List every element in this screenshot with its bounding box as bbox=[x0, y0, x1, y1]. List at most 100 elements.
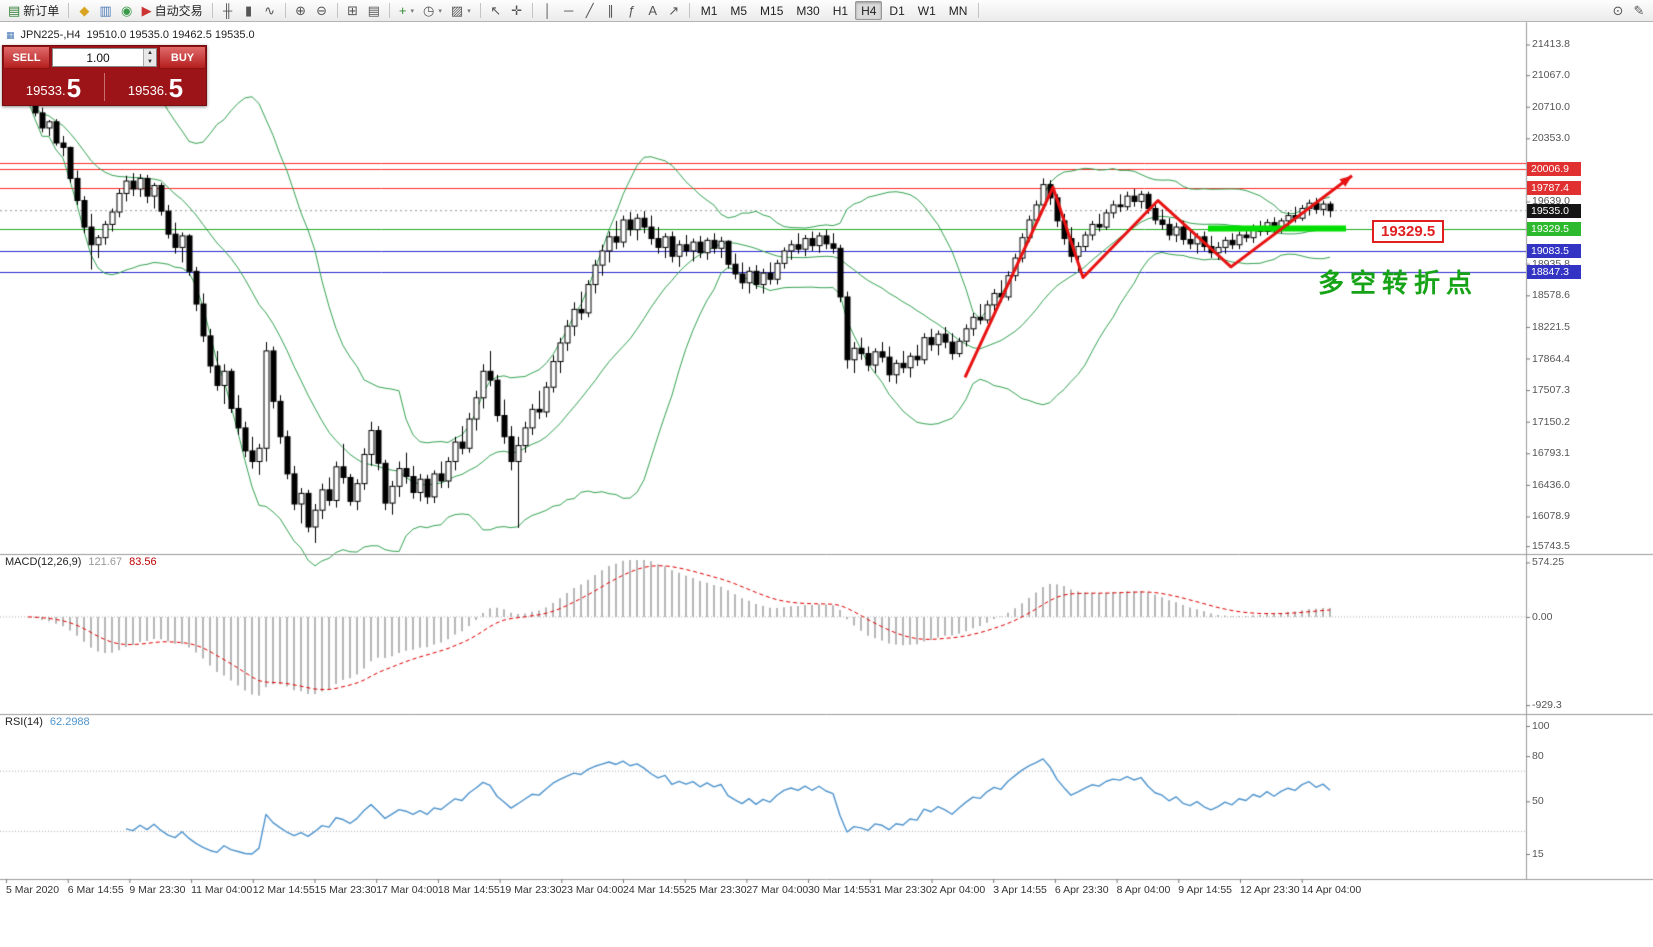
price-axis-tick: 16436.0 bbox=[1532, 478, 1570, 491]
macd-main-value: 121.67 bbox=[88, 556, 123, 568]
turning-point-label[interactable]: 多空转折点 bbox=[1318, 268, 1479, 298]
time-axis-label: 12 Apr 23:30 bbox=[1240, 884, 1300, 896]
price-tag: 20006.9 bbox=[1527, 161, 1581, 176]
strategy-tester-button[interactable]: ◉ bbox=[117, 1, 137, 20]
volume-up-button[interactable]: ▲ bbox=[144, 49, 156, 58]
timeframe-h4-button[interactable]: H4 bbox=[855, 1, 883, 20]
time-axis-label: 3 Apr 14:55 bbox=[993, 884, 1047, 896]
tile-windows-icon: ⊞ bbox=[347, 3, 359, 18]
price-divider bbox=[104, 73, 105, 101]
crosshair-icon: ✛ bbox=[511, 3, 523, 18]
periods-button[interactable]: ◷ ▾ bbox=[419, 1, 446, 20]
rsi-axis-tick: 50 bbox=[1532, 795, 1544, 808]
timeframe-mn-button[interactable]: MN bbox=[943, 1, 974, 20]
price-axis-tick: 17864.4 bbox=[1532, 352, 1570, 365]
time-axis-label: 6 Mar 14:55 bbox=[67, 884, 124, 896]
price-axis-tick: 21067.0 bbox=[1532, 69, 1570, 82]
time-axis-label: 19 Mar 23:30 bbox=[499, 884, 562, 896]
buy-price[interactable]: 19536. 5 bbox=[105, 69, 206, 105]
trendline-icon: ╱ bbox=[585, 3, 594, 18]
zoom-out-button[interactable]: ⊖ bbox=[312, 1, 332, 20]
cascade-windows-icon: ▤ bbox=[367, 3, 380, 18]
channel-button[interactable]: ∥ bbox=[601, 1, 621, 20]
time-axis-label: 9 Mar 23:30 bbox=[129, 884, 186, 896]
favorites-button[interactable]: ◆ bbox=[74, 1, 94, 20]
trendline-button[interactable]: ╱ bbox=[580, 1, 600, 20]
one-click-trading-panel: SELL 1.00 ▲ ▼ BUY 19533. 5 19536. 5 bbox=[2, 45, 207, 106]
crosshair-button[interactable]: ✛ bbox=[507, 1, 527, 20]
symbol-header: ▦ JPN225-,H4 19510.0 19535.0 19462.5 195… bbox=[6, 29, 255, 41]
bar-chart-icon: ╫ bbox=[223, 3, 233, 18]
timeframe-m15-button-label: M15 bbox=[760, 3, 784, 18]
price-axis-tick: 18578.6 bbox=[1532, 289, 1570, 302]
toolbar-separator bbox=[688, 3, 690, 18]
timeframe-w1-button[interactable]: W1 bbox=[912, 1, 942, 20]
sell-price-big: 5 bbox=[66, 73, 82, 103]
cursor-button[interactable]: ↖ bbox=[486, 1, 506, 20]
time-axis-label: 31 Mar 23:30 bbox=[869, 884, 932, 896]
new-order-button-label: 新订单 bbox=[23, 4, 60, 18]
volume-spinner: ▲ ▼ bbox=[143, 49, 156, 66]
toolbar-separator bbox=[211, 3, 213, 18]
search-button[interactable]: ⊙ bbox=[1608, 1, 1628, 20]
auto-trading-button[interactable]: ▶ 自动交易 bbox=[138, 1, 207, 20]
templates-icon: ▨ bbox=[450, 3, 464, 18]
time-axis-label: 12 Mar 14:55 bbox=[252, 884, 315, 896]
sell-price[interactable]: 19533. 5 bbox=[3, 69, 104, 105]
cascade-windows-button[interactable]: ▤ bbox=[364, 1, 384, 20]
indicators-button[interactable]: + ▾ bbox=[395, 1, 418, 20]
timeframe-d1-button-label: D1 bbox=[889, 3, 905, 18]
fibonacci-button[interactable]: ƒ bbox=[622, 1, 642, 20]
new-order-button[interactable]: ▤ 新订单 bbox=[4, 1, 63, 20]
time-axis-label: 15 Mar 23:30 bbox=[314, 884, 377, 896]
tile-windows-button[interactable]: ⊞ bbox=[343, 1, 363, 20]
timeframe-m15-button[interactable]: M15 bbox=[754, 1, 789, 20]
horizontal-line-icon: ─ bbox=[564, 3, 574, 18]
templates-button[interactable]: ▨ ▾ bbox=[447, 1, 475, 20]
text-button[interactable]: A bbox=[643, 1, 663, 20]
text-icon: A bbox=[648, 3, 658, 18]
line-chart-icon: ∿ bbox=[264, 3, 276, 18]
timeframe-m30-button-label: M30 bbox=[796, 3, 820, 18]
timeframe-d1-button[interactable]: D1 bbox=[883, 1, 910, 20]
zoom-out-icon: ⊖ bbox=[316, 3, 328, 18]
horizontal-line-button[interactable]: ─ bbox=[559, 1, 579, 20]
macd-axis-tick: -929.3 bbox=[1532, 699, 1562, 712]
volume-down-button[interactable]: ▼ bbox=[144, 57, 156, 66]
price-axis-tick: 17150.2 bbox=[1532, 415, 1570, 428]
edit-button[interactable]: ✎ bbox=[1629, 1, 1649, 20]
vertical-line-icon: │ bbox=[543, 3, 552, 18]
timeframe-m30-button[interactable]: M30 bbox=[790, 1, 825, 20]
macd-signal-value: 83.56 bbox=[129, 556, 157, 568]
price-level-callout[interactable]: 19329.5 bbox=[1372, 220, 1445, 243]
timeframe-m1-button[interactable]: M1 bbox=[695, 1, 724, 20]
time-axis-label: 6 Apr 23:30 bbox=[1054, 884, 1109, 896]
line-chart-button[interactable]: ∿ bbox=[260, 1, 280, 20]
sell-button[interactable]: SELL bbox=[3, 46, 50, 69]
market-watch-button[interactable]: ▥ bbox=[95, 1, 115, 20]
add-indicator-icon: + bbox=[398, 3, 407, 18]
time-axis-label: 14 Apr 04:00 bbox=[1301, 884, 1362, 896]
caret-down-icon: ▾ bbox=[410, 7, 415, 15]
zoom-in-button[interactable]: ⊕ bbox=[291, 1, 311, 20]
bar-chart-button[interactable]: ╫ bbox=[218, 1, 238, 20]
price-axis-tick: 15743.5 bbox=[1532, 540, 1570, 553]
price-tag: 18847.3 bbox=[1527, 264, 1581, 279]
search-icon: ⊙ bbox=[1612, 3, 1624, 18]
sell-price-small: 19533. bbox=[25, 83, 66, 98]
volume-input[interactable]: 1.00 ▲ ▼ bbox=[52, 48, 157, 67]
candlestick-chart-button[interactable]: ▮ bbox=[239, 1, 259, 20]
arrow-tool-button[interactable]: ↗ bbox=[664, 1, 684, 20]
caret-down-icon: ▾ bbox=[467, 7, 471, 15]
arrow-tool-icon: ↗ bbox=[668, 3, 680, 18]
buy-price-small: 19536. bbox=[127, 83, 168, 98]
timeframe-h1-button[interactable]: H1 bbox=[827, 1, 854, 20]
cursor-icon: ↖ bbox=[490, 3, 502, 18]
buy-button[interactable]: BUY bbox=[159, 46, 206, 69]
rsi-title: RSI(14) bbox=[5, 716, 43, 728]
vertical-line-button[interactable]: │ bbox=[538, 1, 558, 20]
timeframe-m5-button[interactable]: M5 bbox=[724, 1, 753, 20]
time-axis-label: 25 Mar 23:30 bbox=[684, 884, 747, 896]
